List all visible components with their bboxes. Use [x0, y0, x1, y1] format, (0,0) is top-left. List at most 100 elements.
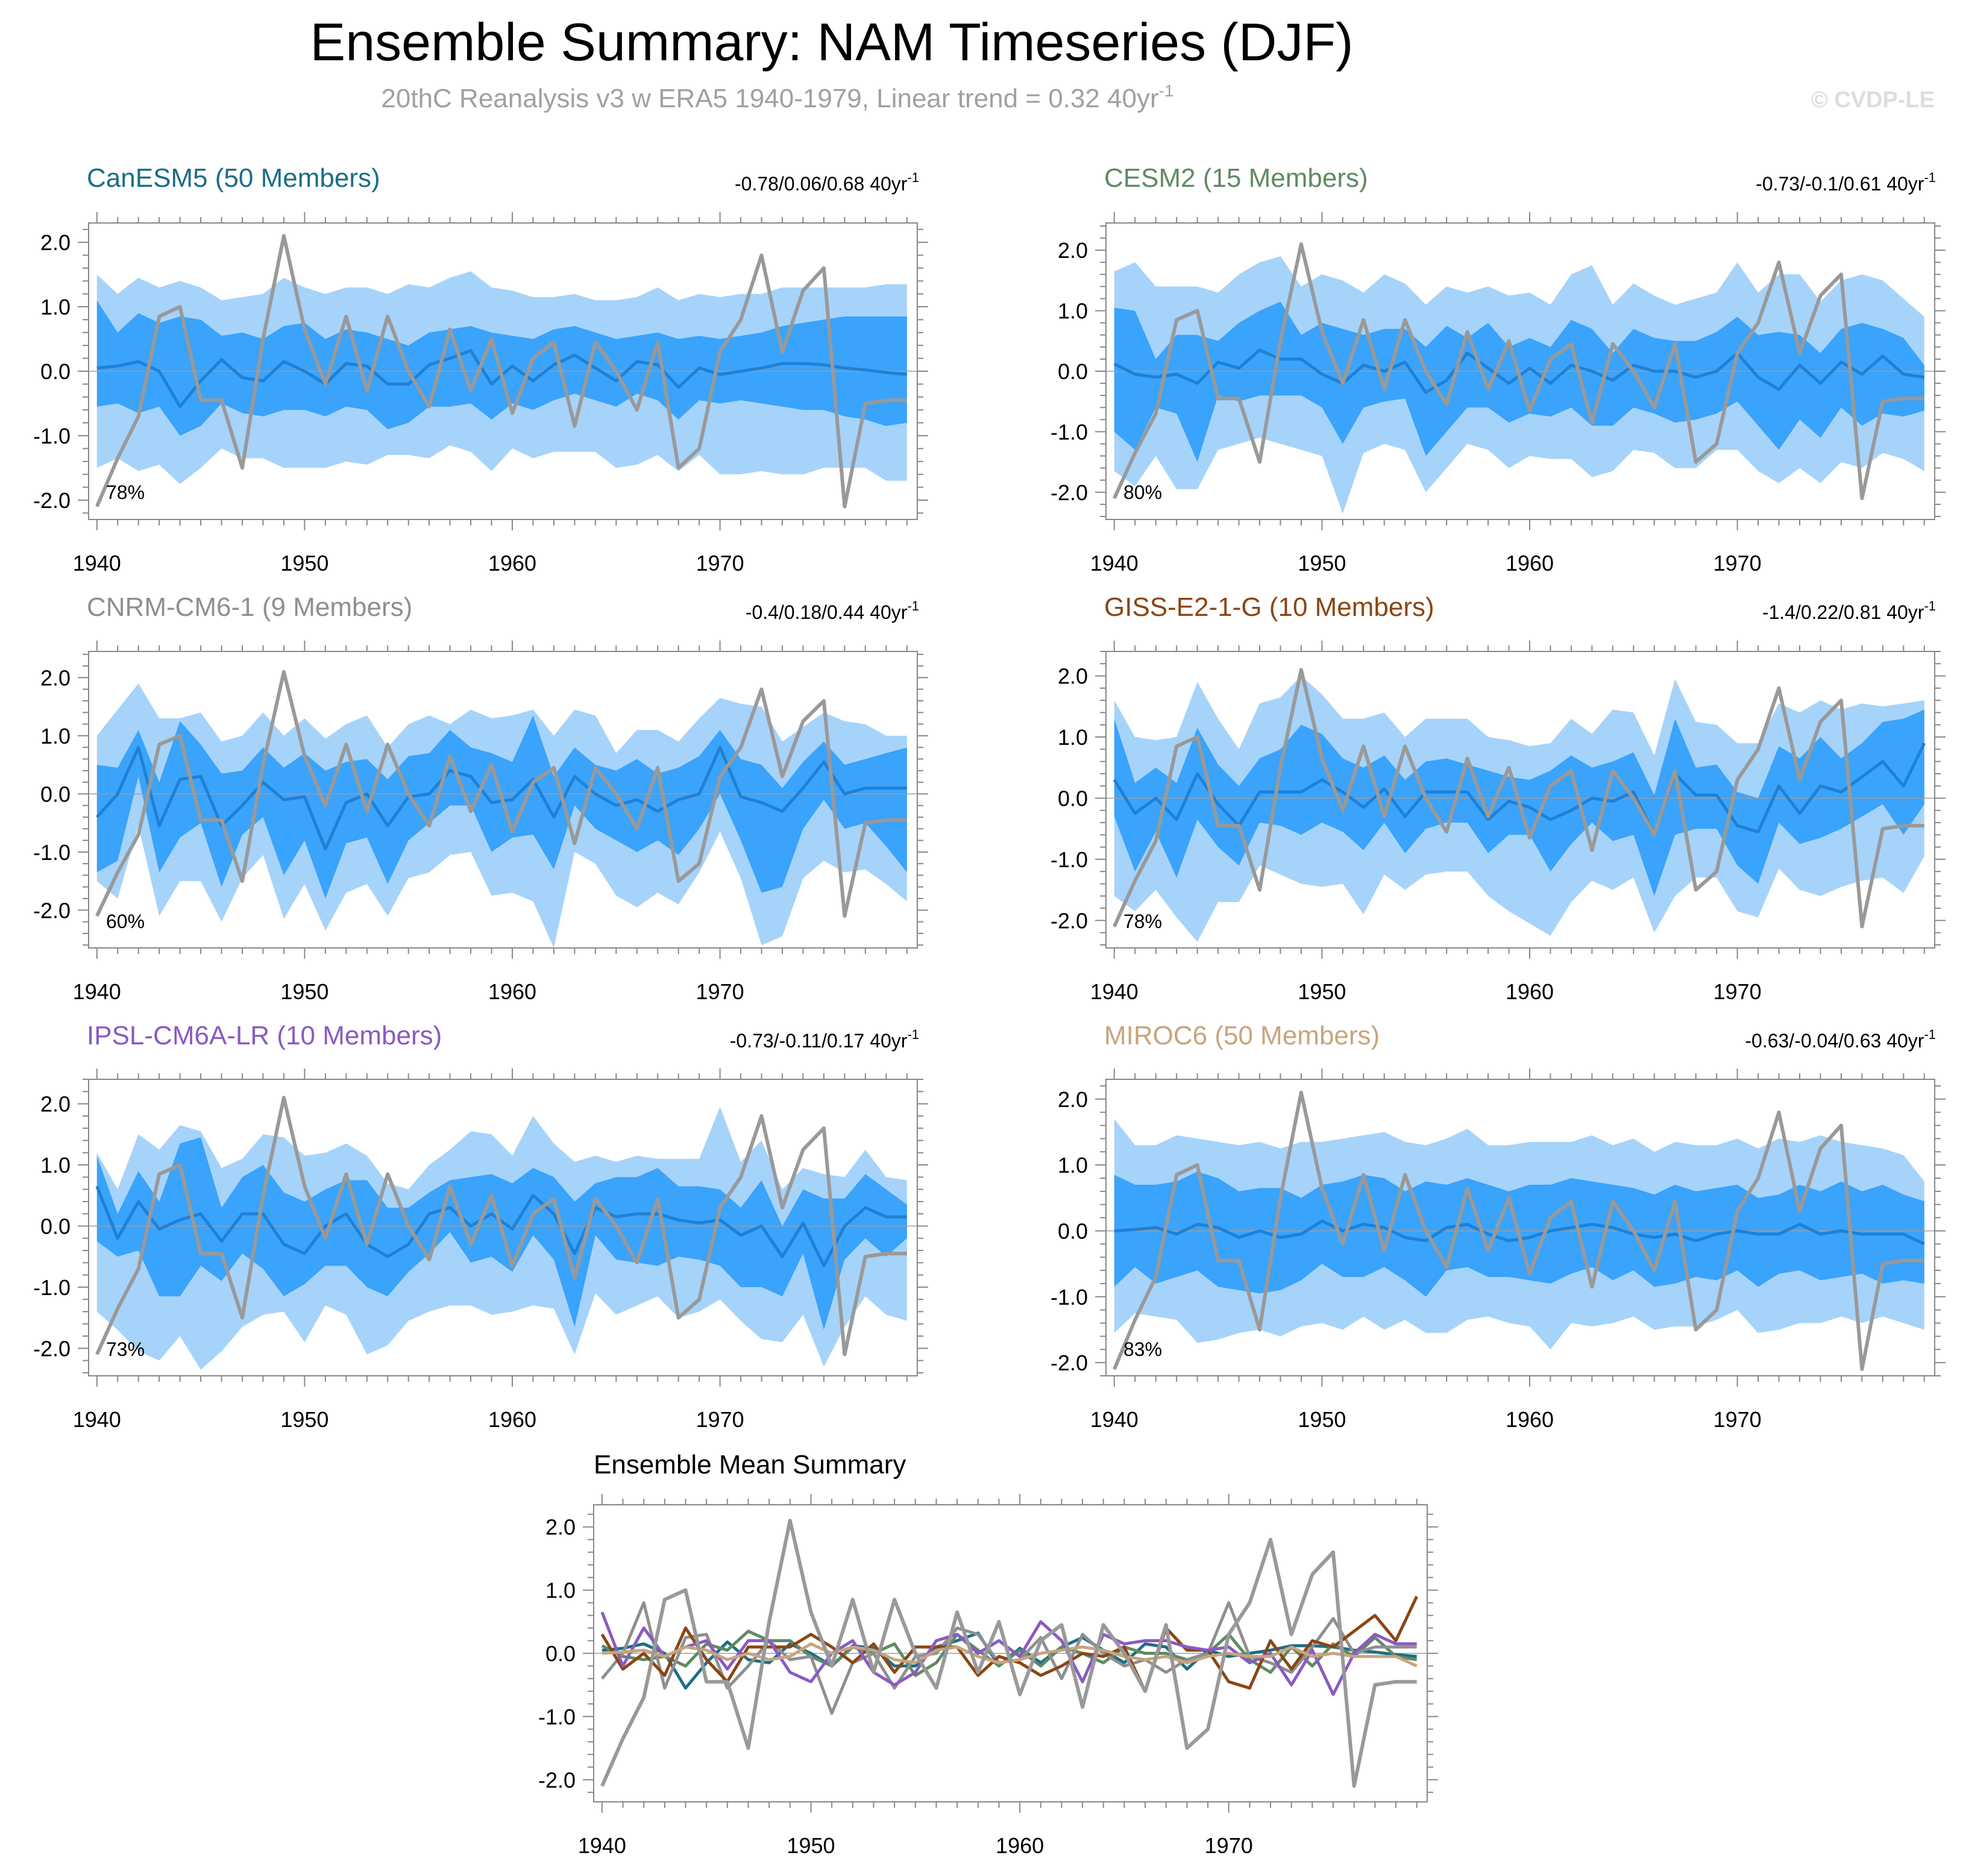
- percent-label: 78%: [106, 482, 145, 503]
- plot-frame: [1105, 651, 1935, 949]
- y-tick-label: -1.0: [1051, 847, 1088, 872]
- x-tick-label: 1940: [73, 1407, 121, 1432]
- panel-trend-text: -0.4/0.18/0.44 40yr: [746, 601, 908, 623]
- panel-trend-sup: -1: [1924, 1027, 1936, 1042]
- plot-area: 2.0 1.0 0.0 -1.0 -2.0 1940 1950 1960 1970: [33, 212, 928, 576]
- panel-title: Ensemble Mean Summary: [594, 1450, 906, 1479]
- panel-trend-text: -0.63/-0.04/0.63 40yr: [1745, 1030, 1924, 1052]
- panel-trend-sup: -1: [1924, 170, 1936, 185]
- x-tick-label: 1960: [996, 1833, 1044, 1858]
- panel-ensemble-mean-summary: Ensemble Mean Summary 2.0 1.0 0.0 -1.0 -2.0 1…: [538, 1450, 1438, 1858]
- x-tick-label: 1970: [696, 979, 744, 1004]
- figure-title: Ensemble Summary: NAM Timeseries (DJF): [310, 12, 1354, 72]
- y-tick-label: -2.0: [1051, 908, 1088, 933]
- panel-ipsl-cm6a-lr: IPSL-CM6A-LR (10 Members) -0.73/-0.11/0.…: [33, 1021, 928, 1432]
- plot-area: 2.0 1.0 0.0 -1.0 -2.0 1940 1950 1960 1970: [33, 1068, 928, 1432]
- y-tick-label: -2.0: [33, 1336, 71, 1361]
- panel-cnrm-cm6-1: CNRM-CM6-1 (9 Members) -0.4/0.18/0.44 40…: [33, 592, 928, 1004]
- panel-trend-sup: -1: [907, 598, 919, 613]
- y-tick-label: -2.0: [33, 898, 71, 923]
- y-tick-label: 1.0: [545, 1578, 576, 1603]
- panel-trend-text: -0.78/0.06/0.68 40yr: [735, 173, 908, 195]
- panel-title: IPSL-CM6A-LR (10 Members): [87, 1021, 442, 1050]
- ensemble-mean-line: [95, 1185, 907, 1267]
- y-tick-label: 1.0: [40, 1153, 71, 1178]
- model-mean-line: [600, 1611, 1417, 1696]
- observation-line: [95, 670, 907, 918]
- panel-trend-sup: -1: [907, 170, 919, 185]
- panel-cesm2: CESM2 (15 Members) -0.73/-0.1/0.61 40yr-…: [1051, 163, 1946, 576]
- panel-trend: -0.73/-0.1/0.61 40yr-1: [1756, 170, 1936, 195]
- x-tick-label: 1940: [73, 979, 121, 1004]
- x-tick-label: 1950: [787, 1833, 835, 1858]
- inner-percentile-band: [96, 715, 907, 899]
- panel-trend: -0.78/0.06/0.68 40yr-1: [735, 170, 919, 195]
- panel-trend: -0.63/-0.04/0.63 40yr-1: [1745, 1027, 1936, 1052]
- y-tick-label: 0.0: [40, 359, 71, 384]
- x-tick-label: 1950: [280, 1407, 328, 1432]
- y-tick-label: 0.0: [40, 1214, 71, 1238]
- x-tick-label: 1950: [1298, 979, 1346, 1004]
- panel-trend-text: -1.4/0.22/0.81 40yr: [1762, 601, 1924, 623]
- y-tick-label: -2.0: [33, 488, 71, 513]
- y-tick-label: 1.0: [40, 295, 71, 319]
- x-tick-label: 1970: [1713, 1407, 1762, 1432]
- y-tick-label: 0.0: [545, 1642, 576, 1666]
- panel-title: CESM2 (15 Members): [1104, 163, 1368, 193]
- y-tick-label: 2.0: [545, 1515, 576, 1540]
- figure-subtitle: 20thC Reanalysis v3 w ERA5 1940-1979, Li…: [381, 81, 1173, 113]
- y-tick-label: 1.0: [1058, 299, 1088, 324]
- x-tick-label: 1940: [73, 551, 121, 576]
- percent-label: 78%: [1123, 911, 1162, 932]
- y-tick-label: 2.0: [1058, 1087, 1088, 1112]
- percent-label: 83%: [1123, 1338, 1162, 1360]
- observation-line: [95, 1096, 907, 1357]
- y-tick-label: -1.0: [1051, 1285, 1088, 1310]
- panel-giss-e2-1-g: GISS-E2-1-G (10 Members) -1.4/0.22/0.81 …: [1051, 592, 1946, 1004]
- panel-canesm5: CanESM5 (50 Members) -0.78/0.06/0.68 40y…: [33, 163, 928, 576]
- y-tick-label: -1.0: [33, 424, 71, 448]
- y-tick-label: 0.0: [40, 782, 71, 806]
- x-tick-label: 1950: [280, 979, 328, 1004]
- panel-trend-text: -0.73/-0.11/0.17 40yr: [730, 1030, 908, 1052]
- figure-subtitle-sup: -1: [1159, 81, 1174, 100]
- x-tick-label: 1960: [1506, 1407, 1554, 1432]
- x-tick-label: 1970: [696, 1407, 744, 1432]
- plot-area: 2.0 1.0 0.0 -1.0 -2.0 1940 1950 1960 1970: [33, 641, 928, 1004]
- panel-trend-sup: -1: [1924, 598, 1936, 613]
- x-tick-label: 1950: [280, 551, 328, 576]
- x-tick-label: 1950: [1298, 551, 1346, 576]
- y-tick-label: 0.0: [1058, 1219, 1088, 1243]
- y-tick-label: -1.0: [1051, 419, 1088, 444]
- observation-line: [1113, 1090, 1924, 1372]
- panel-trend-text: -0.73/-0.1/0.61 40yr: [1756, 173, 1924, 195]
- x-tick-label: 1970: [1713, 551, 1762, 576]
- x-tick-label: 1970: [1713, 979, 1762, 1004]
- watermark: © CVDP-LE: [1811, 87, 1935, 113]
- plot-frame: [88, 651, 918, 949]
- panel-trend: -1.4/0.22/0.81 40yr-1: [1762, 598, 1936, 623]
- y-tick-label: 2.0: [40, 665, 71, 690]
- y-tick-label: -2.0: [1051, 1351, 1088, 1375]
- x-tick-label: 1960: [488, 1407, 536, 1432]
- y-tick-label: 1.0: [1058, 1153, 1088, 1178]
- y-tick-label: 2.0: [40, 1092, 71, 1117]
- plot-area: 2.0 1.0 0.0 -1.0 -2.0 1940 1950 1960 1970: [1051, 641, 1946, 1004]
- y-tick-label: -1.0: [33, 1275, 71, 1300]
- percent-label: 80%: [1123, 482, 1162, 503]
- inner-percentile-band: [96, 300, 907, 436]
- y-tick-label: 2.0: [1058, 238, 1088, 263]
- x-tick-label: 1960: [488, 551, 536, 576]
- observation-line: [600, 1519, 1417, 1788]
- y-tick-label: 2.0: [40, 230, 71, 255]
- x-tick-label: 1940: [1090, 979, 1139, 1004]
- x-tick-label: 1970: [1205, 1833, 1253, 1858]
- observation-line: [95, 234, 907, 509]
- y-tick-label: 1.0: [1058, 725, 1088, 750]
- y-tick-label: -1.0: [33, 840, 71, 865]
- plot-area: 2.0 1.0 0.0 -1.0 -2.0 1940 1950 1960 1970: [538, 1494, 1438, 1858]
- observation-line: [1113, 242, 1924, 500]
- observation-line: [1113, 668, 1924, 929]
- figure-subtitle-text: 20thC Reanalysis v3 w ERA5 1940-1979, Li…: [381, 84, 1158, 113]
